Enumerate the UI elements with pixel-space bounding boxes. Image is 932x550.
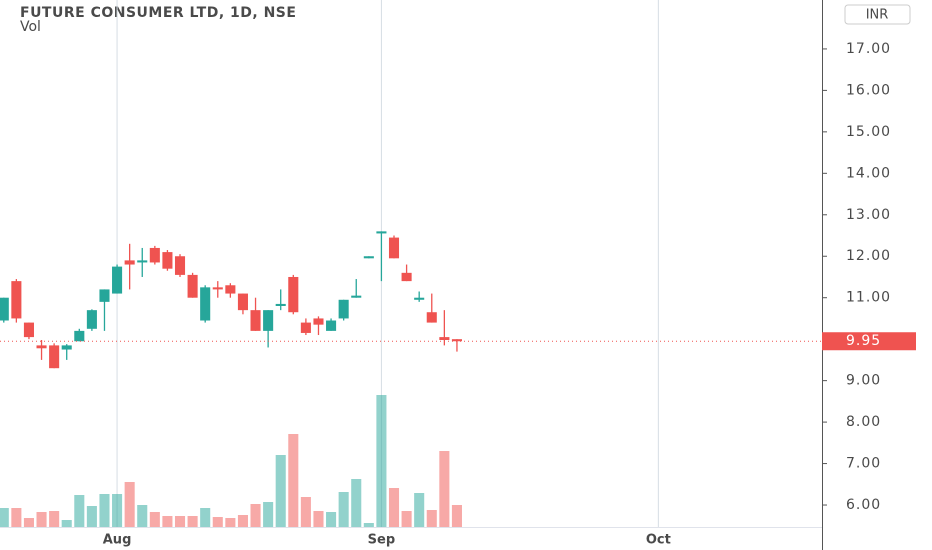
candle-body	[187, 274, 198, 298]
candle-body	[451, 339, 462, 342]
y-tick-label: 14.00	[846, 165, 891, 181]
volume-bar	[36, 512, 47, 527]
volume-bar	[451, 505, 462, 527]
y-tick-label: 12.00	[846, 248, 891, 264]
volume-bar	[275, 455, 286, 527]
volume-bar	[162, 516, 173, 527]
candle-body	[351, 295, 362, 298]
volume-bar	[137, 505, 148, 527]
volume-bar	[225, 518, 236, 527]
candle-body	[149, 247, 160, 263]
candle-body	[74, 330, 85, 342]
volume-bar	[401, 511, 412, 527]
candle-body	[11, 281, 22, 319]
currency-button[interactable]	[844, 4, 911, 25]
volume-bar	[376, 395, 387, 527]
x-tick-label: Oct	[646, 533, 671, 548]
candle-body	[414, 297, 425, 300]
candle-body	[237, 293, 248, 311]
candle-body	[23, 322, 34, 338]
volume-bar	[250, 504, 261, 527]
y-tick-label: 9.00	[846, 373, 881, 389]
candle-body	[363, 256, 374, 259]
currency-label[interactable]: INR	[866, 8, 889, 23]
volume-bar	[174, 516, 186, 527]
y-tick-label: 11.00	[846, 290, 891, 306]
y-tick-label: 16.00	[846, 82, 891, 98]
candle-body	[313, 318, 324, 325]
volume-bar	[414, 493, 425, 527]
volume-bar	[200, 508, 211, 527]
y-tick-label: 13.00	[846, 207, 891, 223]
volume-bar	[212, 517, 223, 527]
volume-bar	[326, 512, 337, 527]
candle-body	[326, 320, 337, 331]
volume-bar	[0, 508, 9, 527]
candle-body	[439, 337, 450, 340]
candle-body	[275, 303, 286, 306]
candle-body	[49, 345, 60, 369]
volume-bar	[363, 523, 374, 527]
candle-body	[225, 285, 236, 294]
candle-body	[99, 289, 110, 302]
candle-body	[401, 272, 412, 282]
y-tick-label: 17.00	[846, 41, 891, 57]
chart-subtitle: Vol	[20, 19, 41, 35]
candle-body	[124, 260, 135, 265]
volume-bar	[112, 494, 123, 527]
last-price-box	[822, 332, 916, 351]
candle-body	[86, 310, 97, 329]
volume-bar	[313, 511, 324, 527]
volume-bar	[351, 479, 362, 527]
candle-body	[250, 310, 261, 331]
candle-body	[137, 260, 148, 263]
volume-bar	[426, 510, 437, 527]
y-tick-label: 7.00	[846, 456, 881, 472]
candle-body	[61, 345, 72, 350]
volume-bar	[263, 502, 274, 527]
x-tick-label: Aug	[103, 533, 132, 548]
volume-bar	[11, 508, 22, 527]
last-price-label: 9.95	[846, 333, 881, 349]
x-tick-label: Sep	[368, 533, 396, 548]
candle-body	[200, 287, 211, 321]
candle-body	[388, 237, 400, 259]
y-tick-label: 6.00	[846, 497, 881, 513]
volume-bar	[439, 451, 450, 527]
volume-bar	[237, 515, 248, 527]
candle-body	[426, 312, 437, 323]
volume-bar	[99, 494, 110, 527]
candle-body	[376, 231, 387, 234]
volume-bar	[124, 482, 135, 527]
volume-bar	[49, 511, 60, 527]
candle-body	[300, 322, 311, 333]
volume-bar	[23, 518, 34, 527]
candle-body	[112, 266, 123, 294]
candle-body	[174, 256, 186, 275]
volume-bar	[61, 520, 72, 527]
candle-body	[263, 310, 274, 331]
volume-bar	[338, 492, 349, 527]
candle-body	[288, 276, 299, 313]
candle-body	[0, 297, 9, 321]
volume-bar	[300, 497, 311, 527]
y-tick-label: 15.00	[846, 124, 891, 140]
candle-body	[338, 299, 349, 319]
candle-body	[162, 252, 173, 269]
y-tick-label: 8.00	[846, 414, 881, 430]
volume-bar	[187, 516, 198, 527]
volume-bar	[388, 488, 400, 527]
volume-bar	[86, 506, 97, 527]
volume-bar	[149, 512, 160, 527]
chart-title: FUTURE CONSUMER LTD, 1D, NSE	[20, 5, 296, 21]
candle-body	[36, 345, 47, 349]
volume-bar	[74, 495, 85, 527]
candle-body	[212, 287, 223, 290]
volume-bar	[288, 434, 299, 527]
